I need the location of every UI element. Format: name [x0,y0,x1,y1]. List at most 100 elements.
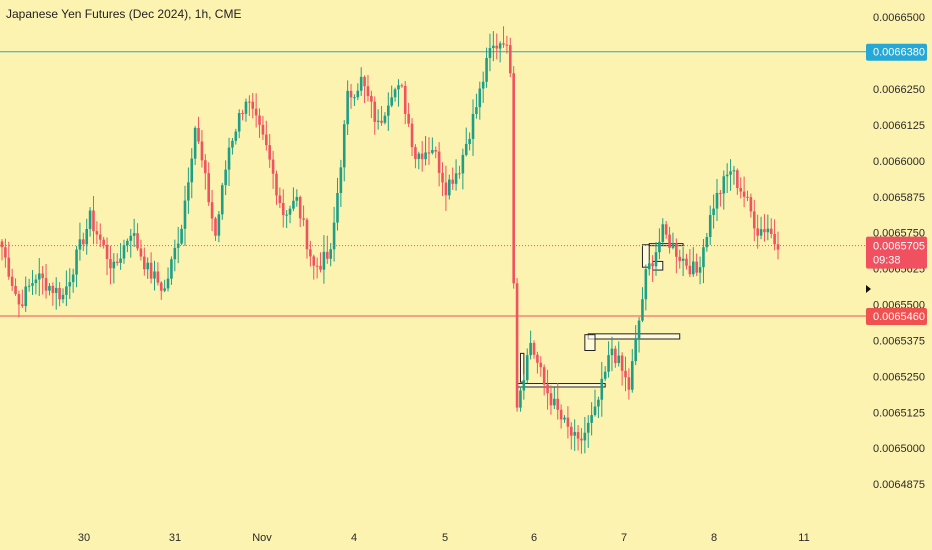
candle-body [197,127,200,142]
last-price-label: 0.0065705 [873,241,925,253]
annotation-zone[interactable] [652,260,664,271]
candle-body [583,432,587,441]
candle-body [271,159,275,174]
candle-body [139,248,143,257]
candle-body [136,233,139,249]
candle-body [380,120,383,123]
annotation-zone[interactable] [516,383,606,388]
candle-body [37,273,41,280]
candle-body [204,160,207,174]
candle-body [647,263,651,270]
candle-body [102,239,105,245]
candle-body [722,176,726,194]
candle-body [454,173,458,184]
candle-body [187,182,190,201]
candle-body [580,438,583,441]
candle-body [508,45,512,74]
candle-body [719,192,722,194]
candle-body [651,263,654,267]
candle-body [610,348,614,356]
candle-body [349,90,353,98]
candle-body [431,150,434,153]
candle-body [525,355,529,381]
candle-body [590,415,593,423]
candle-body [163,288,166,291]
candle-body [217,214,221,236]
price-tag [866,308,927,326]
candle-body [502,43,505,45]
candle-body [109,259,112,269]
candle-body [756,228,759,236]
x-axis-tick-label: Nov [252,532,272,544]
candle-body [634,338,637,362]
candle-body [326,251,329,259]
candle-body [410,123,414,148]
candle-body [183,200,187,229]
candle-body [220,185,224,215]
candle-body [278,195,282,203]
y-axis-tick-label: 0.0066000 [873,156,925,168]
candle-body [420,153,424,160]
candle-body [492,45,495,48]
candle-body [695,261,698,273]
y-axis-tick-label: 0.0065000 [873,443,925,455]
candle-body [200,141,204,161]
candle-body [664,224,668,235]
candle-body [210,202,214,219]
candle-body [668,234,671,248]
candle-body [403,86,407,114]
candle-body [549,393,553,406]
candle-body [153,271,156,279]
candle-body [461,154,465,174]
candle-body [193,127,197,159]
candle-body [65,286,68,295]
candle-body [417,153,421,159]
candle-body [105,244,109,260]
candle-body [458,173,461,175]
candle-body [498,43,502,49]
candle-body [312,256,316,266]
y-axis-tick-label: 0.0066500 [873,12,925,24]
candle-body [366,86,370,97]
candle-body [448,179,451,196]
candle-body [715,192,719,209]
play-marker-icon[interactable] [866,285,871,293]
candle-body [614,348,617,363]
candle-body [88,210,92,230]
annotation-zone[interactable] [587,333,681,340]
candle-body [566,417,570,427]
candle-body [627,377,631,390]
candle-body [414,147,417,159]
candle-body [234,131,238,141]
annotation-zone[interactable] [584,334,596,351]
price-tag-label: 0.0066380 [873,47,925,59]
candle-body [603,371,607,379]
candle-body [71,274,75,283]
candle-body [658,241,661,253]
annotation-zone[interactable] [519,352,525,383]
candle-body [475,107,478,114]
candle-body [275,173,278,196]
candle-body [112,261,116,269]
candle-body [641,299,644,321]
candle-body [176,243,180,248]
candle-body [156,271,160,283]
candle-body [688,265,692,275]
x-axis-tick-label: 4 [351,532,357,544]
candle-body [295,197,299,201]
candle-body [434,150,438,152]
last-price-tag [866,236,927,269]
candle-body [698,267,702,273]
x-axis-tick-label: 30 [78,532,90,544]
candle-body [637,320,641,339]
candle-body [678,256,682,261]
candle-body [248,101,251,103]
candle-body [281,202,285,216]
candle-body [265,134,268,146]
candle-body [261,124,265,135]
candle-body [4,247,7,258]
candle-body [92,210,95,232]
x-axis-tick-label: 7 [621,532,627,544]
